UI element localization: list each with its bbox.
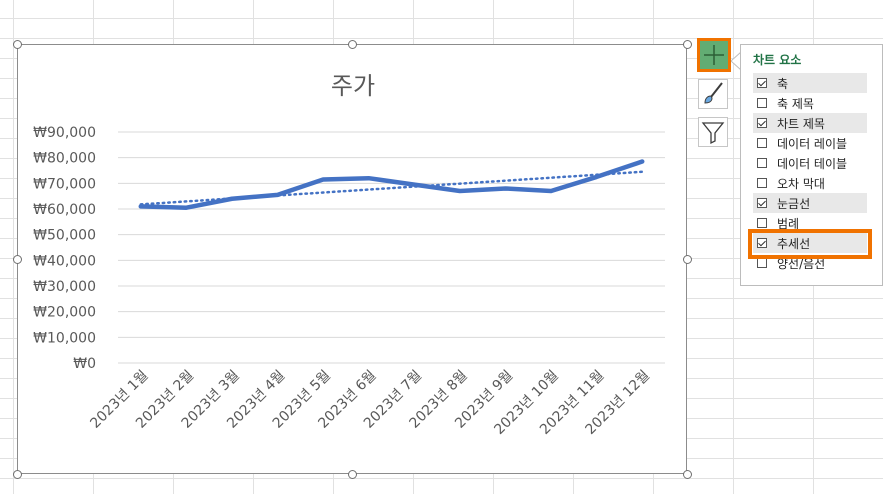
checkbox[interactable] — [757, 198, 767, 208]
panel-item[interactable]: 범례 — [753, 213, 867, 233]
trendline-highlight — [748, 229, 872, 259]
panel-item-label: 추세선 — [777, 236, 811, 251]
checkbox[interactable] — [757, 118, 767, 128]
brush-icon — [704, 82, 723, 104]
resize-handle[interactable] — [347, 39, 357, 49]
checkbox[interactable] — [757, 178, 767, 188]
plus-icon — [700, 41, 728, 69]
filter-icon — [701, 122, 725, 145]
checkbox[interactable] — [757, 138, 767, 148]
y-tick-label: ₩30,000 — [33, 279, 96, 295]
chart-area[interactable]: 주가 ₩0 ₩10,000 ₩20,000 ₩30,000 ₩40,000 ₩50,000… — [17, 44, 687, 474]
y-tick-label: ₩60,000 — [33, 202, 96, 218]
panel-item-label: 축 — [777, 76, 789, 91]
panel-item-label: 데이터 레이블 — [777, 136, 848, 151]
resize-handle[interactable] — [347, 469, 357, 479]
panel-item[interactable]: 눈금선 — [753, 193, 867, 213]
y-tick-label: ₩70,000 — [33, 176, 96, 192]
panel-item-label: 오차 막대 — [777, 176, 825, 191]
panel-item[interactable]: 데이터 테이블 — [753, 153, 867, 173]
panel-item[interactable]: 축 — [753, 73, 867, 93]
panel-item-label: 눈금선 — [777, 196, 811, 211]
checkbox[interactable] — [757, 98, 767, 108]
resize-handle[interactable] — [12, 39, 22, 49]
trendline[interactable] — [139, 170, 644, 206]
panel-item-label: 양선/음선 — [777, 256, 826, 271]
chart-filters-button[interactable] — [698, 117, 728, 147]
panel-title: 차트 요소 — [753, 53, 802, 67]
y-tick-label: ₩50,000 — [33, 228, 96, 244]
series-line[interactable] — [138, 159, 645, 210]
panel-item-label: 축 제목 — [777, 96, 814, 111]
checkbox[interactable] — [757, 218, 767, 228]
checkbox[interactable] — [757, 258, 767, 268]
panel-item-label: 차트 제목 — [777, 116, 825, 131]
panel-item[interactable]: 축 제목 — [753, 93, 867, 113]
line-chart: 주가 ₩0 ₩10,000 ₩20,000 ₩30,000 ₩40,000 ₩50,000… — [33, 72, 665, 438]
y-tick-label: ₩10,000 — [33, 330, 96, 346]
chart-title[interactable]: 주가 — [331, 72, 375, 100]
panel-item-label: 범례 — [777, 216, 800, 231]
panel-pointer — [731, 52, 741, 70]
panel-item-label: 데이터 테이블 — [777, 156, 848, 171]
resize-handle[interactable] — [682, 469, 692, 479]
y-tick-label: ₩40,000 — [33, 253, 96, 269]
panel-item[interactable]: 오차 막대 — [753, 173, 867, 193]
checkbox[interactable] — [757, 158, 767, 168]
panel-item[interactable]: 차트 제목 — [753, 113, 867, 133]
checkbox[interactable] — [757, 238, 767, 248]
y-tick-label: ₩0 — [73, 356, 96, 372]
y-tick-label: ₩20,000 — [33, 305, 96, 321]
y-tick-label: ₩80,000 — [33, 151, 96, 167]
panel-item[interactable]: 추세선 — [753, 233, 867, 253]
resize-handle[interactable] — [682, 254, 692, 264]
resize-handle[interactable] — [12, 254, 22, 264]
checkbox[interactable] — [757, 78, 767, 88]
panel-item[interactable]: 데이터 레이블 — [753, 133, 867, 153]
y-tick-label: ₩90,000 — [33, 125, 96, 141]
chart-elements-button[interactable] — [697, 38, 731, 72]
chart-styles-button[interactable] — [698, 79, 728, 109]
resize-handle[interactable] — [12, 469, 22, 479]
resize-handle[interactable] — [682, 39, 692, 49]
